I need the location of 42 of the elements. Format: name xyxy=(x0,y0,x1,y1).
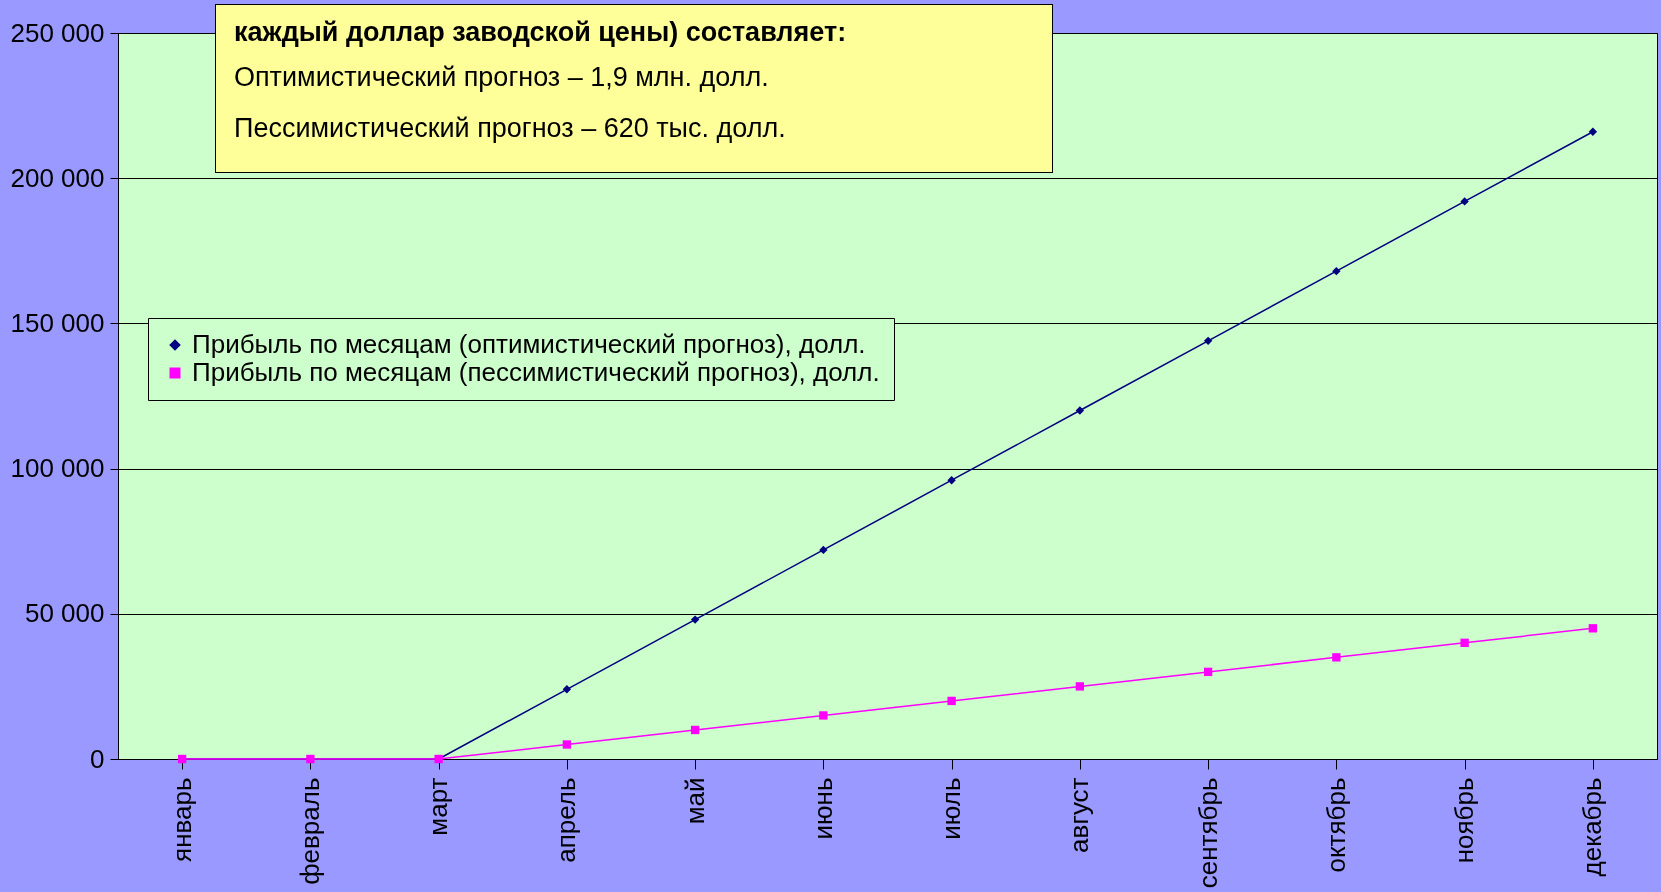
x-tick-label: январь xyxy=(166,777,197,862)
point xyxy=(1075,406,1085,415)
point xyxy=(947,696,956,706)
x-tick-label: ноябрь xyxy=(1449,777,1480,864)
x-tick-label: декабрь xyxy=(1577,777,1608,877)
point xyxy=(562,685,572,694)
point xyxy=(1332,266,1341,276)
note-box: каждый доллар заводской цены) составляет: Оптимистический прогноз – 1,9 млн. долл. Пессимистический прогноз – 620 тыс. долл. xyxy=(215,4,1053,173)
x-tick-label: июнь xyxy=(807,777,838,840)
x-tick-label: май xyxy=(679,777,710,825)
y-tick-label: 100 000 xyxy=(10,453,105,484)
point xyxy=(1203,667,1213,677)
point xyxy=(1460,638,1469,648)
point xyxy=(1588,624,1598,633)
y-tick-label: 150 000 xyxy=(10,307,105,338)
point xyxy=(1460,197,1469,206)
x-tick-label: апрель xyxy=(551,777,582,863)
point xyxy=(690,615,700,624)
x-tick-label: февраль xyxy=(294,777,325,885)
x-tick-label: июль xyxy=(936,777,967,840)
y-tick-label: 0 xyxy=(90,743,105,774)
annotation: Пессимистический прогноз – 620 тыс. долл. xyxy=(234,113,787,144)
point xyxy=(819,711,828,720)
point xyxy=(1588,127,1598,136)
annotation: Оптимистический прогноз – 1,9 млн. долл. xyxy=(234,62,770,93)
x-tick-label: октябрь xyxy=(1320,777,1351,873)
legend-label: Прибыль по месяцам (оптимистический прогноз), долл. xyxy=(192,329,866,359)
point xyxy=(690,725,700,735)
legend-label: Прибыль по месяцам (пессимистический прогноз), долл. xyxy=(192,357,880,387)
point xyxy=(819,545,828,555)
annotation: каждый доллар заводской цены) составляет: xyxy=(234,17,848,48)
y-tick-label: 200 000 xyxy=(10,162,105,193)
point xyxy=(1203,336,1213,346)
point xyxy=(1075,682,1085,691)
x-tick-label: сентябрь xyxy=(1192,777,1223,889)
x-tick-label: август xyxy=(1064,777,1095,853)
x-tick-label: март xyxy=(423,777,454,836)
y-tick-label: 50 000 xyxy=(24,598,105,629)
y-tick-label: 250 000 xyxy=(10,17,105,48)
point xyxy=(1332,653,1341,662)
point xyxy=(947,476,956,485)
point xyxy=(562,740,572,749)
